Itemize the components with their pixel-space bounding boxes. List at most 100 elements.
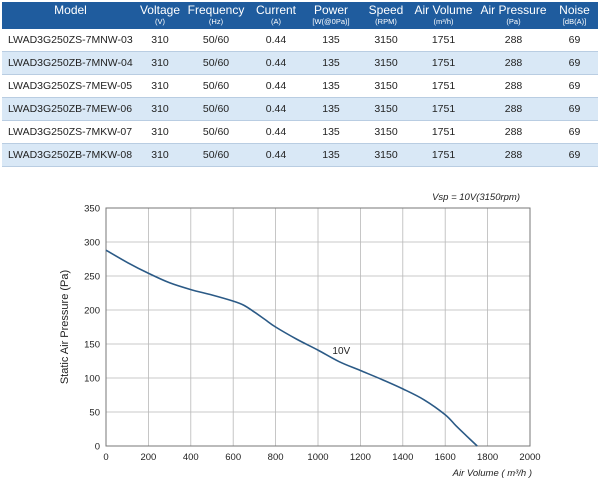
x-tick-label: 1400 <box>392 452 413 463</box>
column-header: Noise [dB(A)] <box>551 2 598 29</box>
x-tick-label: 600 <box>225 452 241 463</box>
x-tick-label: 2000 <box>519 452 540 463</box>
spec-table: Model Voltage (V) Frequency (Hz) Current (A) Po… <box>2 2 598 167</box>
table-cell: 1751 <box>411 120 476 144</box>
x-tick-label: 200 <box>140 452 156 463</box>
table-cell: 135 <box>301 97 361 121</box>
table-cell: 50/60 <box>181 143 251 167</box>
table-body: LWAD3G250ZS-7MNW-03 310 50/60 0.44 135 3150 17… <box>2 28 598 167</box>
table-cell: 69 <box>551 74 598 98</box>
x-tick-label: 1200 <box>350 452 371 463</box>
column-header: Air Pressure (Pa) <box>476 2 551 29</box>
column-header-unit: (A) <box>271 17 281 26</box>
y-tick-label: 0 <box>95 442 100 453</box>
column-header-label: Current <box>255 3 296 17</box>
column-header-label: Frequency <box>187 3 245 17</box>
column-header-label: Voltage <box>139 3 181 17</box>
column-header: Speed (RPM) <box>361 2 411 29</box>
y-tick-label: 100 <box>84 374 100 385</box>
table-cell: 135 <box>301 28 361 52</box>
table-cell: 310 <box>139 143 181 167</box>
x-tick-label: 1600 <box>435 452 456 463</box>
table-cell: 50/60 <box>181 74 251 98</box>
table-cell: 0.44 <box>251 143 301 167</box>
table-cell: 50/60 <box>181 28 251 52</box>
y-tick-label: 200 <box>84 306 100 317</box>
series-line-10V <box>105 249 478 447</box>
table-row: LWAD3G250ZS-7MKW-07 310 50/60 0.44 135 3150 17… <box>2 120 598 144</box>
column-header-label: Power <box>313 3 348 17</box>
model-cell: LWAD3G250ZS-7MEW-05 <box>2 74 139 98</box>
column-header-unit: (Hz) <box>208 17 224 26</box>
column-header-unit: [W(@0Pa)] <box>312 17 350 26</box>
model-cell: LWAD3G250ZS-7MKW-07 <box>2 120 139 144</box>
table-cell: 0.44 <box>251 97 301 121</box>
table-cell: 3150 <box>361 97 411 121</box>
table-cell: 50/60 <box>181 51 251 75</box>
table-cell: 69 <box>551 28 598 52</box>
table-cell: 135 <box>301 74 361 98</box>
y-tick-label: 50 <box>89 408 100 419</box>
x-tick-label: 0 <box>103 452 108 463</box>
table-cell: 310 <box>139 120 181 144</box>
table-cell: 288 <box>476 143 551 167</box>
table-cell: 0.44 <box>251 51 301 75</box>
column-header-label: Air Volume <box>414 3 473 17</box>
table-row: LWAD3G250ZS-7MNW-03 310 50/60 0.44 135 3150 17… <box>2 28 598 52</box>
table-row: LWAD3G250ZB-7MKW-08 310 50/60 0.44 135 3150 17… <box>2 143 598 167</box>
table-cell: 3150 <box>361 28 411 52</box>
table-cell: 288 <box>476 97 551 121</box>
model-cell: LWAD3G250ZS-7MNW-03 <box>2 28 139 52</box>
table-header-row: Model Voltage (V) Frequency (Hz) Current (A) Po… <box>2 2 598 29</box>
table-cell: 288 <box>476 120 551 144</box>
column-header-unit: (V) <box>155 17 165 26</box>
table-cell: 135 <box>301 143 361 167</box>
table-cell: 135 <box>301 120 361 144</box>
table-cell: 50/60 <box>181 120 251 144</box>
table-cell: 1751 <box>411 143 476 167</box>
model-cell: LWAD3G250ZB-7MEW-06 <box>2 97 139 121</box>
x-axis-label: Air Volume ( m³/h ) <box>452 468 532 479</box>
column-header: Frequency (Hz) <box>181 2 251 29</box>
table-cell: 0.44 <box>251 28 301 52</box>
table-cell: 3150 <box>361 74 411 98</box>
table-cell: 69 <box>551 51 598 75</box>
y-tick-label: 250 <box>84 272 100 283</box>
column-header-unit: [dB(A)] <box>562 17 587 26</box>
column-header-unit: (m³/h) <box>433 17 454 26</box>
column-header-unit: (Pa) <box>506 17 521 26</box>
column-header-label: Speed <box>368 3 404 17</box>
model-cell: LWAD3G250ZB-7MNW-04 <box>2 51 139 75</box>
column-header-label: Noise <box>559 3 590 17</box>
x-tick-label: 400 <box>183 452 199 463</box>
x-tick-label: 1800 <box>477 452 498 463</box>
model-cell: LWAD3G250ZB-7MKW-08 <box>2 143 139 167</box>
column-header-label: Model <box>54 3 87 17</box>
table-row: LWAD3G250ZB-7MNW-04 310 50/60 0.44 135 3150 17… <box>2 51 598 75</box>
y-tick-label: 150 <box>84 340 100 351</box>
y-axis-label: Static Air Pressure (Pa) <box>59 270 71 384</box>
x-tick-label: 800 <box>268 452 284 463</box>
table-cell: 288 <box>476 28 551 52</box>
chart-grid <box>105 207 531 447</box>
table-cell: 1751 <box>411 74 476 98</box>
air-pressure-chart: 0 200 400 600 800 1000 1200 1400 1600 1800 2000 0 50… <box>59 192 541 479</box>
table-cell: 310 <box>139 28 181 52</box>
table-cell: 310 <box>139 97 181 121</box>
column-header-unit: (RPM) <box>375 17 397 26</box>
table-cell: 1751 <box>411 28 476 52</box>
chart-series: 10V <box>105 249 478 447</box>
table-cell: 0.44 <box>251 120 301 144</box>
x-tick-label: 1000 <box>307 452 328 463</box>
chart-ticks: 0 200 400 600 800 1000 1200 1400 1600 1800 2000 0 50… <box>84 204 540 464</box>
series-label: 10V <box>332 346 350 357</box>
column-header: Power [W(@0Pa)] <box>301 2 361 29</box>
column-header: Model <box>2 2 139 29</box>
table-cell: 50/60 <box>181 97 251 121</box>
table-cell: 1751 <box>411 97 476 121</box>
table-cell: 288 <box>476 51 551 75</box>
plot-frame <box>105 207 531 447</box>
y-tick-label: 300 <box>84 238 100 249</box>
table-cell: 69 <box>551 143 598 167</box>
table-cell: 3150 <box>361 51 411 75</box>
